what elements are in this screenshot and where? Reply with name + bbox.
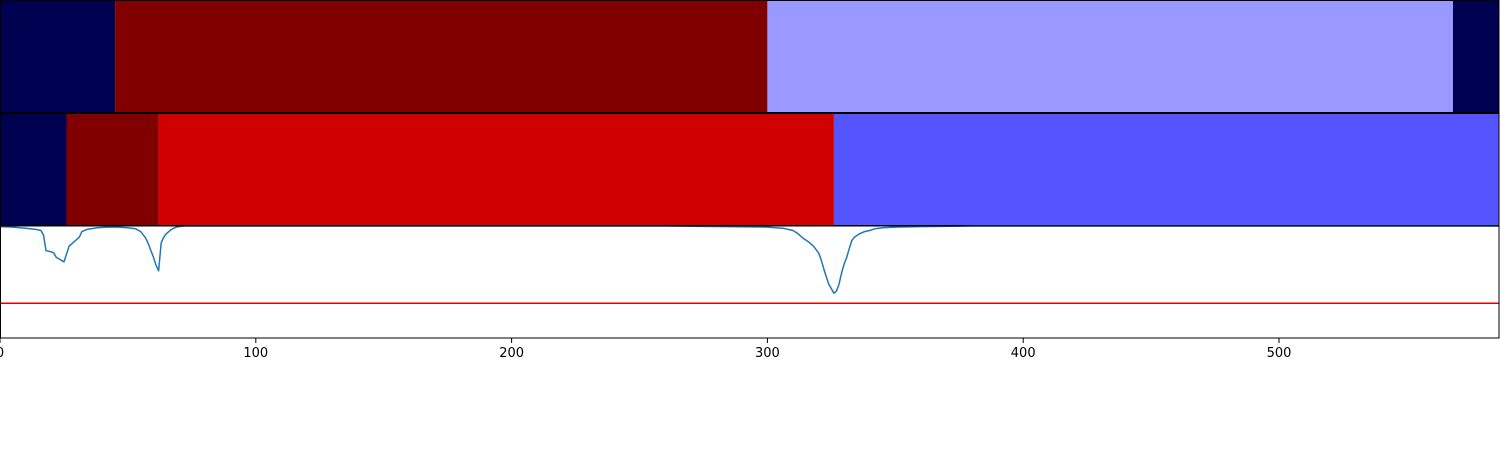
line-plot-background xyxy=(0,226,1499,338)
heatmap-middle-row xyxy=(0,113,1500,226)
top-row-segment-1 xyxy=(115,0,768,113)
top-row-frame xyxy=(0,0,1500,113)
x-tick-label-1: 100 xyxy=(243,346,268,361)
line-series-group xyxy=(0,225,1499,305)
heatmap-top-row xyxy=(0,0,1500,113)
middle-row-segment-2 xyxy=(158,113,834,226)
middle-row-segment-0 xyxy=(0,113,67,226)
top-row-segment-2 xyxy=(767,0,1453,113)
line-plot-frame xyxy=(0,225,1500,339)
x-tick-label-3: 300 xyxy=(755,346,780,361)
middle-row-segment-3 xyxy=(833,113,1499,226)
top-row-segment-3 xyxy=(1452,0,1499,113)
line-series-0 xyxy=(0,225,1499,294)
line-plot-panel xyxy=(0,225,1500,339)
x-tick-label-4: 400 xyxy=(1011,346,1036,361)
x-axis: 0 100 200 300 400 500 xyxy=(0,338,1291,361)
top-row-segment-0 xyxy=(0,0,116,113)
x-tick-label-5: 500 xyxy=(1267,346,1292,361)
x-tick-label-0: 0 xyxy=(0,346,4,361)
middle-row-segment-1 xyxy=(66,113,159,226)
x-tick-label-2: 200 xyxy=(499,346,524,361)
